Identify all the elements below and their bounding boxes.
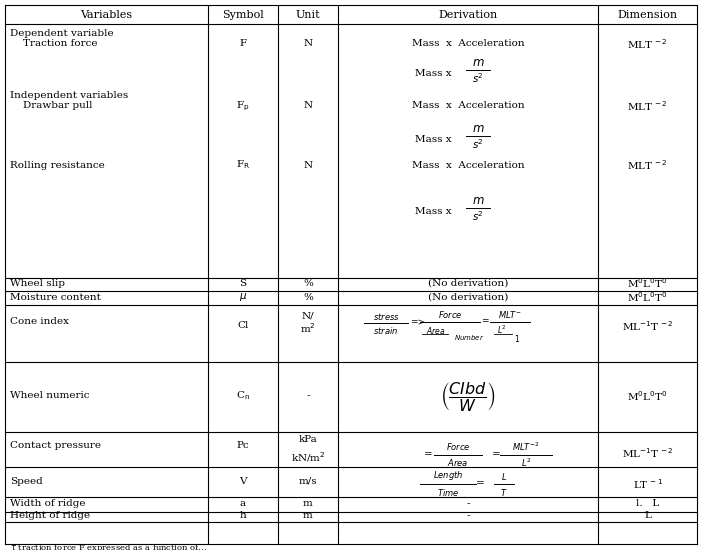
Text: F$_{\mathrm{R}}$: F$_{\mathrm{R}}$ [236,158,250,172]
Text: Unit: Unit [296,9,320,19]
Text: Dimension: Dimension [618,9,677,19]
Text: Traction force: Traction force [23,40,98,48]
Text: Mass  x  Acceleration: Mass x Acceleration [411,40,524,48]
Text: $strain$: $strain$ [373,324,399,336]
Text: kN/m$^{2}$: kN/m$^{2}$ [291,450,325,464]
Text: N: N [303,40,312,48]
Text: Variables: Variables [81,9,133,19]
Text: Rolling resistance: Rolling resistance [10,161,105,169]
Text: Pc: Pc [237,441,249,449]
Text: $s^{2}$: $s^{2}$ [472,71,484,85]
Text: $Force$: $Force$ [437,309,463,320]
Text: Symbol: Symbol [222,9,264,19]
Text: S: S [239,278,246,288]
Text: N: N [303,161,312,169]
Text: Drawbar pull: Drawbar pull [23,102,93,111]
Text: $Time$: $Time$ [437,487,459,498]
Text: LT$^{\,-1}$: LT$^{\,-1}$ [633,477,663,491]
Text: l.   L: l. L [636,499,659,509]
Text: $MLT^{-}$: $MLT^{-}$ [498,309,522,320]
Text: ML$^{-1}$T$^{\,-2}$: ML$^{-1}$T$^{\,-2}$ [622,446,673,460]
Text: M$^{0}$L$^{0}$T$^{0}$: M$^{0}$L$^{0}$T$^{0}$ [627,389,668,403]
Text: V: V [239,476,246,486]
Text: MLT$^{\,-2}$: MLT$^{\,-2}$ [628,158,668,172]
Text: Cone index: Cone index [10,317,69,327]
Text: =: = [476,480,484,488]
Text: m: m [303,499,313,509]
Text: (No derivation): (No derivation) [428,293,508,301]
Text: $Number$: $Number$ [454,333,484,342]
Text: Independent variables: Independent variables [10,91,128,100]
Text: $m$: $m$ [472,194,484,206]
Text: Width of ridge: Width of ridge [10,499,86,509]
Text: L: L [644,512,651,520]
Text: Mass x: Mass x [415,135,451,145]
Text: M$^{0}$L$^{0}$T$^{0}$: M$^{0}$L$^{0}$T$^{0}$ [627,276,668,290]
Text: Moisture content: Moisture content [10,293,101,301]
Text: m/s: m/s [298,476,317,486]
Text: $1$: $1$ [514,333,520,344]
Text: $L^{2}$: $L^{2}$ [497,324,507,336]
Text: Derivation: Derivation [438,9,498,19]
Text: $\left(\dfrac{CIbd}{W}\right)$: $\left(\dfrac{CIbd}{W}\right)$ [440,379,496,412]
Text: MLT$^{\,-2}$: MLT$^{\,-2}$ [628,37,668,51]
Text: Mass x: Mass x [415,69,451,79]
Text: a: a [240,499,246,509]
Text: $MLT^{-2}$: $MLT^{-2}$ [512,441,540,453]
Text: Speed: Speed [10,476,43,486]
Text: $Length$: $Length$ [432,470,463,482]
Text: Dependent variable: Dependent variable [10,29,114,37]
Text: F: F [239,40,246,48]
Text: N: N [303,102,312,111]
Text: -: - [466,512,470,520]
Text: Mass  x  Acceleration: Mass x Acceleration [411,161,524,169]
Text: $Area$: $Area$ [426,324,446,336]
Text: =: = [491,450,501,459]
Text: $L$: $L$ [501,470,507,481]
Text: %: % [303,293,313,301]
Text: F$_{\mathrm{p}}$: F$_{\mathrm{p}}$ [237,100,250,113]
Text: $\tau$ traction force F expressed as a function of...: $\tau$ traction force F expressed as a f… [10,542,207,550]
Text: M$^{0}$L$^{0}$T$^{0}$: M$^{0}$L$^{0}$T$^{0}$ [627,290,668,304]
Text: m: m [303,512,313,520]
Text: $T$: $T$ [500,487,508,498]
Text: MLT$^{\,-2}$: MLT$^{\,-2}$ [628,99,668,113]
Text: %: % [303,278,313,288]
Text: -: - [306,392,310,400]
Text: =: = [423,450,432,459]
Text: Wheel numeric: Wheel numeric [10,392,89,400]
Text: h: h [239,512,246,520]
Text: -: - [466,499,470,509]
Text: N/: N/ [302,311,314,321]
Text: $L^{2}$: $L^{2}$ [521,457,531,469]
Text: Cl: Cl [237,322,249,331]
Text: $Force$: $Force$ [446,442,470,453]
Text: $m$: $m$ [472,56,484,69]
Text: $m$: $m$ [472,122,484,135]
Text: $Area$: $Area$ [447,458,469,469]
Text: m$^{2}$: m$^{2}$ [300,321,316,335]
Text: C$_{\mathrm{n}}$: C$_{\mathrm{n}}$ [236,389,250,403]
Text: =>: => [411,318,425,327]
Text: Mass  x  Acceleration: Mass x Acceleration [411,102,524,111]
Text: ML$^{-1}$T$^{\,-2}$: ML$^{-1}$T$^{\,-2}$ [622,319,673,333]
Text: $s^{2}$: $s^{2}$ [472,137,484,151]
Text: kPa: kPa [298,436,317,444]
Text: Wheel slip: Wheel slip [10,278,65,288]
Text: $stress$: $stress$ [373,311,399,322]
Text: (No derivation): (No derivation) [428,278,508,288]
Text: $s^{2}$: $s^{2}$ [472,209,484,223]
Text: $\mu$: $\mu$ [239,291,247,303]
Text: Contact pressure: Contact pressure [10,441,101,449]
Text: Mass x: Mass x [415,207,451,217]
Text: Height of ridge: Height of ridge [10,512,90,520]
Text: =: = [482,317,489,327]
